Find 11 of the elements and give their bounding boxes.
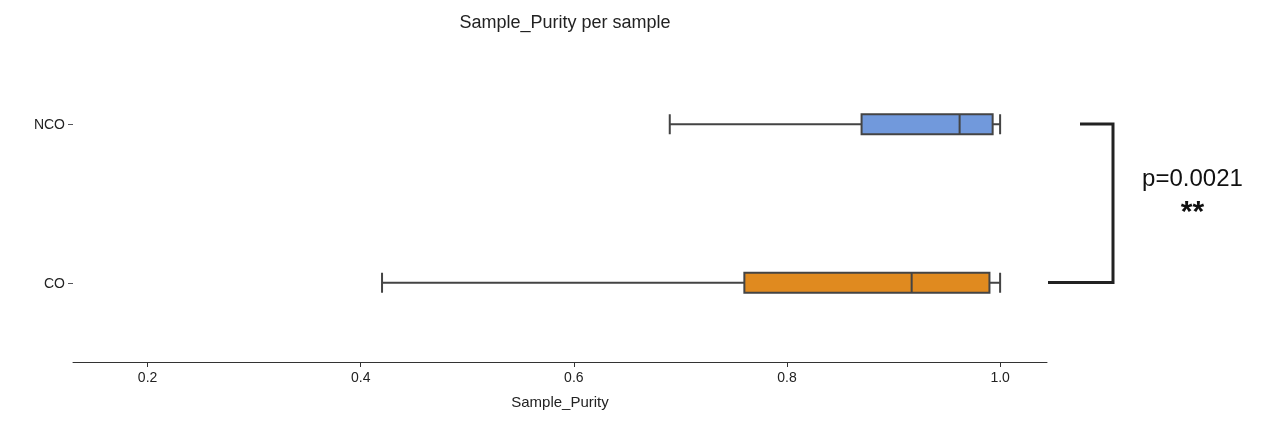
y-tick-label: NCO — [33, 116, 66, 133]
x-axis-title: Sample_Purity — [511, 393, 610, 410]
x-tick-label: 0.6 — [564, 369, 584, 385]
y-tick-label: CO — [44, 274, 66, 291]
text: ** — [1179, 193, 1206, 228]
text: p=0.0021 — [1141, 163, 1244, 192]
x-tick-label: 0.2 — [137, 369, 158, 385]
chart-title: Sample_Purity per sample — [459, 12, 671, 33]
x-tick-label: 0.8 — [777, 369, 797, 385]
x-tick-label: 0.4 — [350, 369, 371, 385]
x-tick-label: 1.0 — [990, 369, 1011, 385]
